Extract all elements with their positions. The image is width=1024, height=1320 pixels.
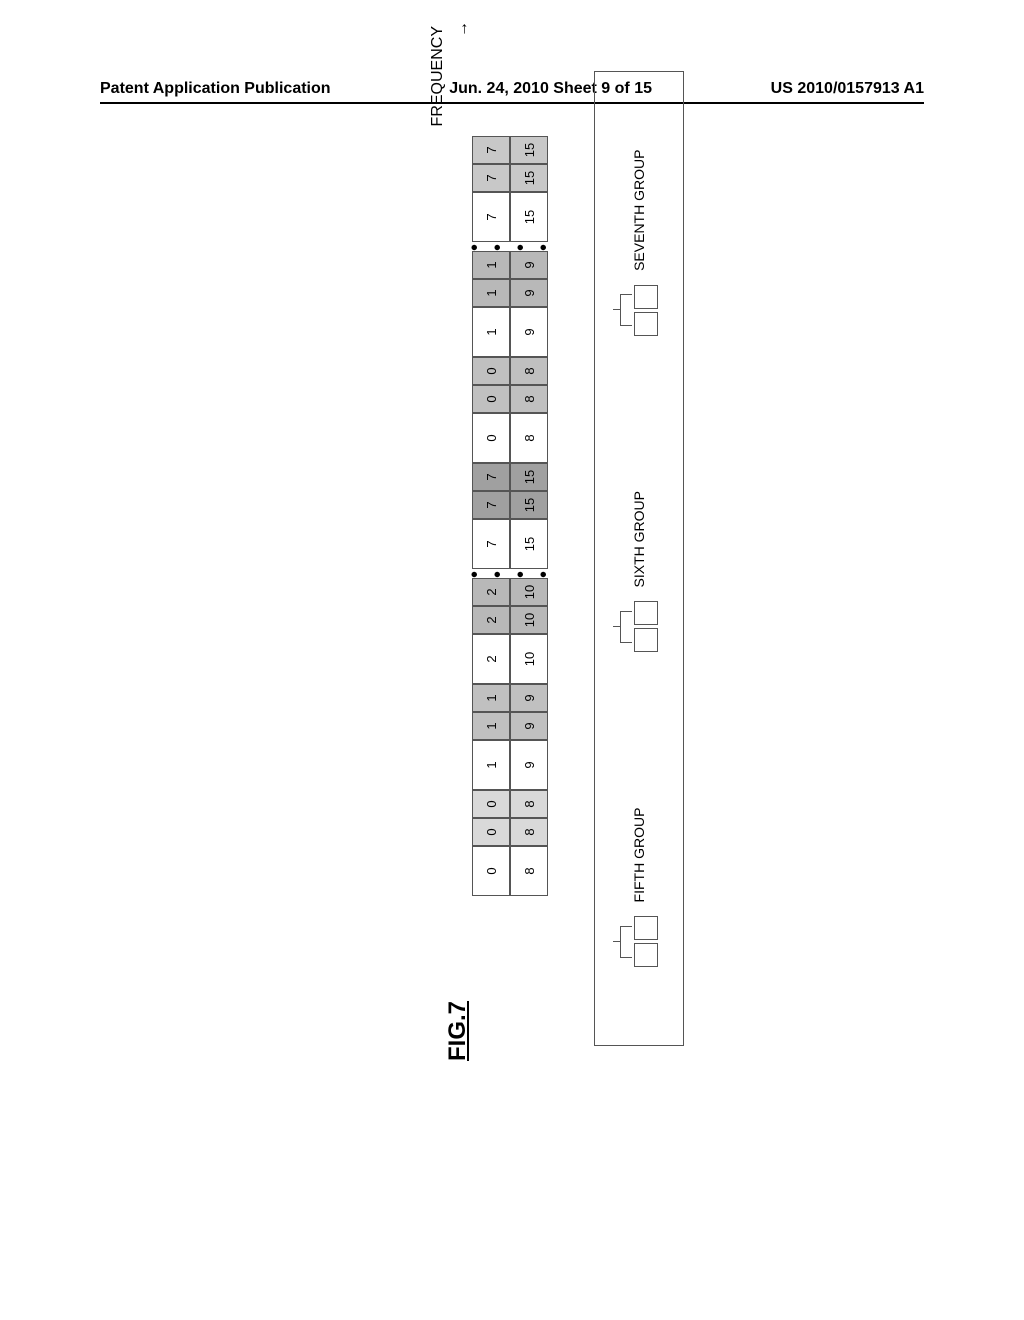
grid-column: 210 (472, 606, 548, 634)
grid-column: 715 (472, 164, 548, 192)
grid-column: 210 (472, 634, 548, 684)
frequency-axis-label: FREQUENCY (429, 26, 447, 126)
grid-cell: 10 (510, 606, 548, 634)
grid-cell: 1 (472, 740, 510, 790)
grid-cell: 15 (510, 519, 548, 569)
grid-cell: 9 (510, 307, 548, 357)
grid-cell: 2 (472, 606, 510, 634)
legend-swatch-row (634, 285, 658, 336)
grid-column: 08 (472, 413, 548, 463)
frequency-arrow-icon: → (454, 21, 472, 37)
grid-cell: 0 (472, 357, 510, 385)
grid-cell: 15 (510, 463, 548, 491)
grid-cell: 15 (510, 164, 548, 192)
grid-cell: 15 (510, 136, 548, 164)
grid-cell: 10 (510, 578, 548, 606)
ellipsis: • • • • (464, 569, 556, 578)
grid-column: 19 (472, 307, 548, 357)
page-header: Patent Application Publication Jun. 24, … (0, 80, 1024, 98)
legend-swatch-row (634, 601, 658, 652)
legend-swatch-row (634, 916, 658, 967)
grid-column: 08 (472, 846, 548, 896)
grid-cell: 1 (472, 712, 510, 740)
legend-swatch (634, 943, 658, 967)
legend-group: SIXTH GROUP (620, 491, 658, 652)
bracket-icon (620, 926, 632, 958)
legend-swatch (634, 628, 658, 652)
grid-cell: 1 (472, 684, 510, 712)
grid-cell: 1 (472, 251, 510, 279)
grid-cell: 7 (472, 136, 510, 164)
legend-label: SEVENTH GROUP (631, 150, 647, 271)
grid-cell: 8 (510, 385, 548, 413)
legend-label: FIFTH GROUP (631, 808, 647, 903)
grid-column: 08 (472, 790, 548, 818)
grid-column: 19 (472, 712, 548, 740)
grid-column: 08 (472, 357, 548, 385)
grid-cell: 9 (510, 251, 548, 279)
legend-swatch-pair (620, 601, 658, 652)
grid-column: 715 (472, 463, 548, 491)
legend-swatch (634, 916, 658, 940)
grid-column: 08 (472, 818, 548, 846)
grid-cell: 9 (510, 684, 548, 712)
legend-box: FIFTH GROUP SIXTH GROUP SEVENTH GROUP (594, 71, 684, 1046)
grid-column: 19 (472, 740, 548, 790)
header-rule (100, 102, 924, 104)
header-left: Patent Application Publication (100, 80, 331, 98)
grid-column: 715 (472, 491, 548, 519)
grid-cell: 7 (472, 491, 510, 519)
grid-cell: 7 (472, 463, 510, 491)
grid-cell: 1 (472, 279, 510, 307)
grid-cell: 15 (510, 491, 548, 519)
bracket-icon (620, 611, 632, 643)
grid-cell: 1 (472, 307, 510, 357)
legend-swatch (634, 285, 658, 309)
ellipsis: • • • • (464, 242, 556, 251)
legend-group: SEVENTH GROUP (620, 150, 658, 336)
figure-7: FIG.7 FREQUENCY → 080808191919210210210•… (464, 216, 556, 896)
grid-cell: 2 (472, 634, 510, 684)
grid-cell: 15 (510, 192, 548, 242)
grid-column: 19 (472, 251, 548, 279)
grid-column: 19 (472, 684, 548, 712)
legend-label: SIXTH GROUP (631, 491, 647, 587)
grid-cell: 8 (510, 818, 548, 846)
grid-cell: 0 (472, 846, 510, 896)
grid-cell: 9 (510, 712, 548, 740)
legend-swatch-pair (620, 916, 658, 967)
grid-column: 19 (472, 279, 548, 307)
grid-cell: 9 (510, 279, 548, 307)
grid-cell: 0 (472, 818, 510, 846)
grid-column: 715 (472, 519, 548, 569)
grid-cell: 10 (510, 634, 548, 684)
grid-cell: 0 (472, 385, 510, 413)
grid-cell: 8 (510, 413, 548, 463)
grid-column: 08 (472, 385, 548, 413)
grid-cell: 0 (472, 790, 510, 818)
legend-swatch-pair (620, 285, 658, 336)
legend-group: FIFTH GROUP (620, 808, 658, 968)
grid-cell: 9 (510, 740, 548, 790)
grid-column: 715 (472, 136, 548, 164)
grid-cell: 8 (510, 790, 548, 818)
grid-cell: 0 (472, 413, 510, 463)
grid-column: 210 (472, 578, 548, 606)
bracket-icon (620, 294, 632, 326)
grid-cell: 2 (472, 578, 510, 606)
grid-cell: 8 (510, 357, 548, 385)
grid-cell: 7 (472, 519, 510, 569)
grid-column: 715 (472, 192, 548, 242)
frequency-grid: 080808191919210210210• • • •715715715080… (464, 216, 556, 896)
header-right: US 2010/0157913 A1 (771, 80, 924, 98)
grid-cell: 7 (472, 164, 510, 192)
grid-cell: 8 (510, 846, 548, 896)
grid-cell: 7 (472, 192, 510, 242)
legend-swatch (634, 601, 658, 625)
figure-label: FIG.7 (444, 1001, 472, 1061)
legend-swatch (634, 312, 658, 336)
